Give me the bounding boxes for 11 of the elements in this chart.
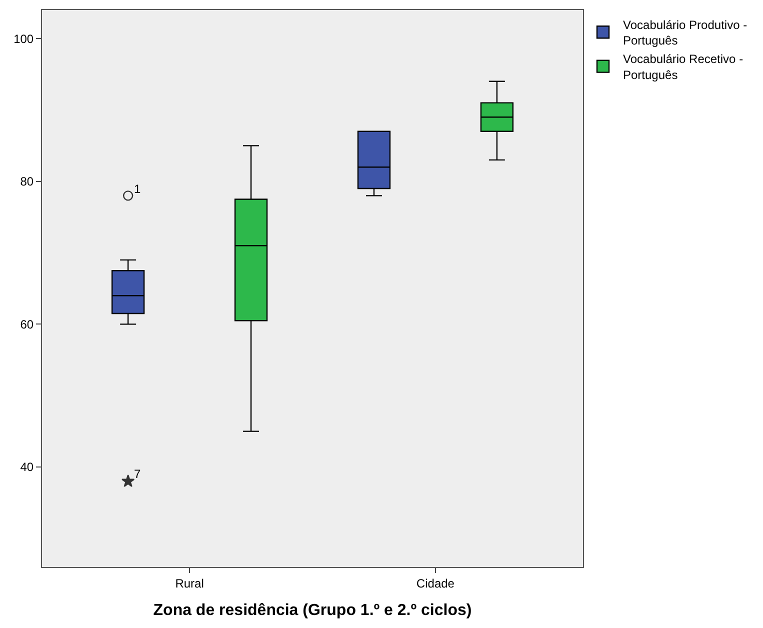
annotation: 1 <box>134 182 141 196</box>
y-tick-label: 40 <box>20 460 34 474</box>
legend-label: Vocabulário Recetivo - Português <box>623 52 744 82</box>
y-tick-label: 80 <box>20 174 34 189</box>
y-tick-label: 100 <box>14 32 34 46</box>
annotation: 7 <box>134 467 141 481</box>
x-tick-label: Cidade <box>416 576 455 590</box>
x-axis-title: Zona de residência (Grupo 1.º e 2.º ciclos) <box>153 602 472 620</box>
y-tick-label: 60 <box>20 317 34 332</box>
x-tick-label: Rural <box>175 576 204 590</box>
legend-label: Vocabulário Produtivo - Português <box>623 18 748 48</box>
